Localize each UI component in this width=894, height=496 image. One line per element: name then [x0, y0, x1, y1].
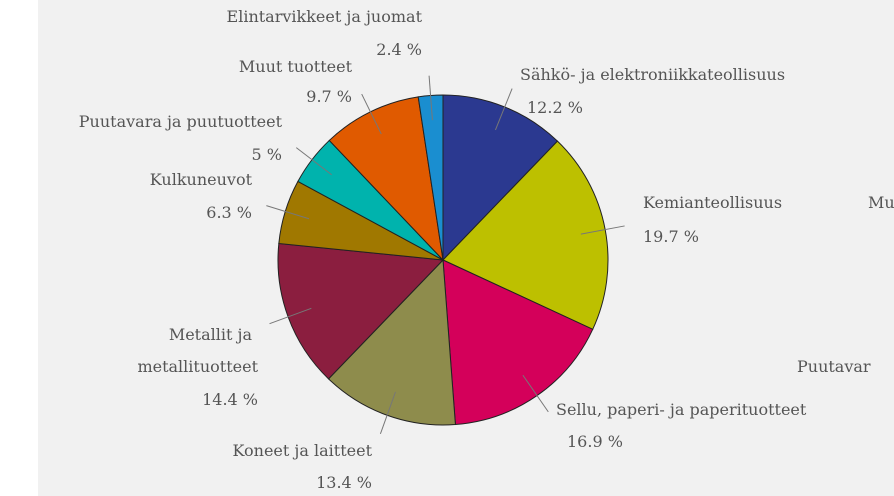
- value-label: 9.7 %: [306, 87, 352, 106]
- slice-label: Muut tuotteet: [239, 57, 353, 76]
- leader-line: [269, 307, 312, 325]
- value-label: 13.4 %: [316, 473, 372, 492]
- slice-label: Sellu, paperi- ja paperituotteet: [556, 400, 807, 419]
- slice-label: Koneet ja laitteet: [233, 441, 373, 460]
- leader-line: [522, 374, 549, 413]
- slice-label: Metallit ja metallituotteet: [137, 325, 258, 376]
- value-label: 6.3 %: [206, 203, 252, 222]
- clipped-label: Puutavar: [797, 357, 871, 376]
- value-label: 16.9 %: [567, 432, 623, 451]
- value-label: 14.4 %: [202, 390, 258, 409]
- slice-label: Kemianteollisuus: [643, 193, 782, 212]
- value-label: 19.7 %: [643, 227, 699, 246]
- clipped-label: Mu: [868, 193, 894, 212]
- slice-label: Kulkuneuvot: [150, 170, 253, 189]
- leader-line: [379, 391, 396, 435]
- value-label: 2.4 %: [376, 40, 422, 59]
- leader-line: [494, 88, 513, 131]
- leader-line: [266, 205, 310, 220]
- slice-label: Puutavara ja puutuotteet: [79, 112, 283, 131]
- leader-line: [428, 75, 433, 121]
- slice-label: Sähkö- ja elektroniikkateollisuus: [520, 65, 785, 84]
- leader-line: [361, 93, 382, 135]
- leader-line: [295, 147, 332, 176]
- value-label: 12.2 %: [527, 98, 583, 117]
- leader-line: [580, 225, 625, 235]
- value-label: 5 %: [252, 145, 282, 164]
- slice-label: Elintarvikkeet ja juomat: [227, 7, 423, 26]
